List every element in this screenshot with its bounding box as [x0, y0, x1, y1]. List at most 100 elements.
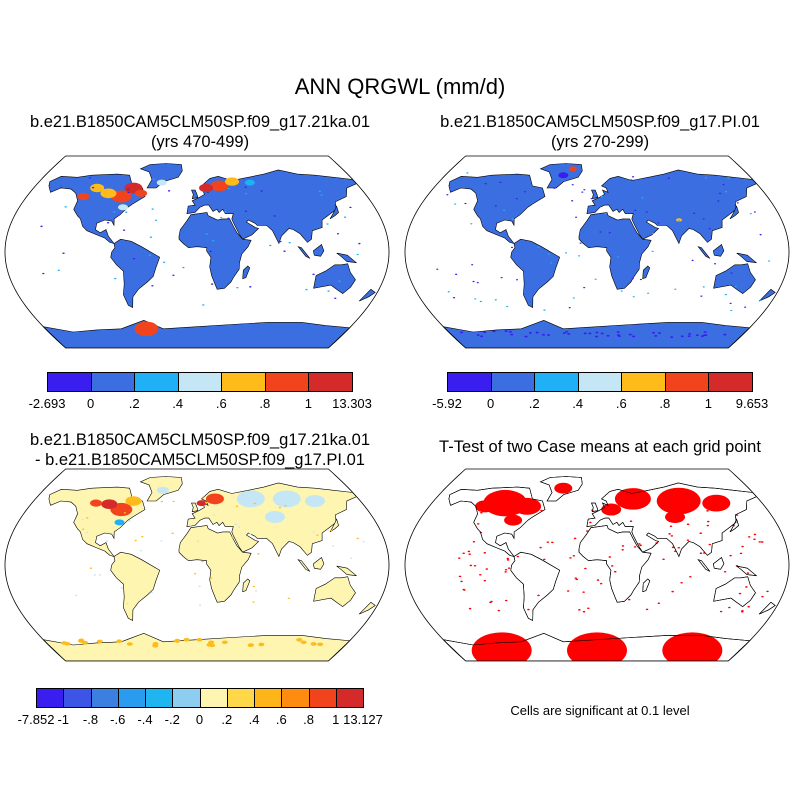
- main-title: ANN QRGWL (mm/d): [294, 74, 506, 99]
- coastline-japan: [729, 518, 739, 533]
- colorbar-label: 13.303: [332, 396, 372, 411]
- coastline-southAmerica: [510, 551, 561, 621]
- speckle: [82, 528, 85, 531]
- speckle: [123, 512, 127, 514]
- coastline-madagascar: [642, 578, 651, 593]
- speckle: [703, 331, 707, 333]
- land-newZealand: [358, 601, 376, 615]
- speckle: [93, 574, 97, 576]
- colorbar-box: [254, 688, 283, 708]
- coastline-britain: [591, 502, 599, 513]
- anomaly-patch: [135, 189, 148, 197]
- speckle: [652, 331, 656, 334]
- speckle: [208, 640, 215, 645]
- significance-cell: [582, 591, 585, 593]
- speckle: [327, 290, 330, 292]
- speckle: [553, 187, 556, 189]
- speckle: [470, 223, 473, 225]
- speckle: [126, 642, 133, 646]
- speckle: [196, 637, 203, 642]
- speckle: [565, 330, 569, 333]
- significance-patch: [662, 632, 723, 661]
- speckle: [647, 292, 650, 294]
- significance-cell: [706, 510, 709, 512]
- land-newZealand: [358, 288, 376, 302]
- land-newZealand: [758, 288, 776, 302]
- significance-cell: [645, 608, 649, 611]
- colorbar-label: -1: [57, 712, 70, 727]
- speckle: [227, 187, 230, 190]
- speckle: [572, 297, 575, 299]
- speckle: [60, 186, 63, 189]
- significance-cell: [575, 578, 579, 581]
- speckle: [62, 252, 65, 254]
- colorbar-box: [90, 372, 136, 392]
- panel2-title-line2: (yrs 270-299): [550, 133, 650, 151]
- significance-cell: [569, 557, 572, 559]
- speckle: [718, 192, 722, 195]
- speckle: [515, 198, 518, 200]
- significance-cell: [468, 607, 472, 610]
- significance-cell: [745, 586, 748, 588]
- significance-cell: [546, 541, 550, 543]
- speckle: [700, 335, 704, 338]
- significance-cell: [670, 535, 674, 537]
- speckle: [670, 336, 674, 339]
- colorbar-label: 0: [195, 712, 204, 727]
- land-northAmerica: [448, 173, 546, 245]
- significance-cell: [639, 544, 642, 547]
- speckle: [510, 246, 514, 249]
- speckle: [236, 286, 239, 289]
- significance-cell: [599, 582, 603, 585]
- speckle: [535, 331, 539, 334]
- speckle: [594, 278, 597, 280]
- speckle: [198, 604, 202, 606]
- significance-cell: [504, 599, 508, 602]
- colorbar-box: [90, 688, 119, 708]
- significance-patch: [601, 503, 622, 516]
- significance-cell: [476, 523, 480, 525]
- significance-cell: [506, 557, 510, 560]
- speckle: [504, 330, 508, 332]
- speckle: [224, 211, 227, 213]
- speckle: [606, 334, 610, 337]
- speckle: [126, 602, 129, 605]
- significance-cell: [761, 595, 764, 598]
- speckle: [219, 216, 223, 219]
- speckle: [631, 277, 634, 280]
- coastline-newZealand: [758, 601, 776, 615]
- speckle: [639, 278, 643, 281]
- speckle: [590, 197, 593, 200]
- significance-cell: [637, 543, 641, 545]
- speckle: [320, 194, 323, 196]
- speckle: [474, 298, 477, 300]
- coastline-sumatra: [697, 559, 711, 572]
- speckle: [708, 227, 711, 230]
- speckle: [134, 539, 137, 542]
- significance-cell: [728, 606, 731, 609]
- anomaly-patch: [225, 177, 240, 186]
- colorbar-panel-1: -2.693 0 .2 .4 .6 .8 1 13.303: [29, 372, 372, 416]
- speckle: [677, 220, 681, 222]
- land-sumatra: [297, 246, 311, 259]
- speckle: [106, 222, 110, 224]
- speckle: [730, 272, 733, 274]
- speckle: [494, 205, 497, 207]
- speckle: [704, 177, 708, 179]
- colorbar-label: 0: [86, 396, 95, 411]
- significance-cell: [467, 550, 471, 553]
- speckle: [85, 531, 89, 534]
- coastline-newGuinea: [736, 565, 758, 577]
- anomaly-patch: [156, 179, 167, 186]
- coastline-borneo: [712, 557, 725, 570]
- speckle: [759, 234, 762, 236]
- significance-cell: [680, 581, 683, 584]
- significance-cell: [689, 575, 692, 578]
- map-panel-1: [4, 155, 390, 349]
- significance-cell: [574, 577, 578, 579]
- speckle: [42, 272, 45, 275]
- speckle: [564, 252, 568, 254]
- speckle: [484, 183, 487, 185]
- speckle: [312, 273, 315, 276]
- speckle: [172, 274, 175, 277]
